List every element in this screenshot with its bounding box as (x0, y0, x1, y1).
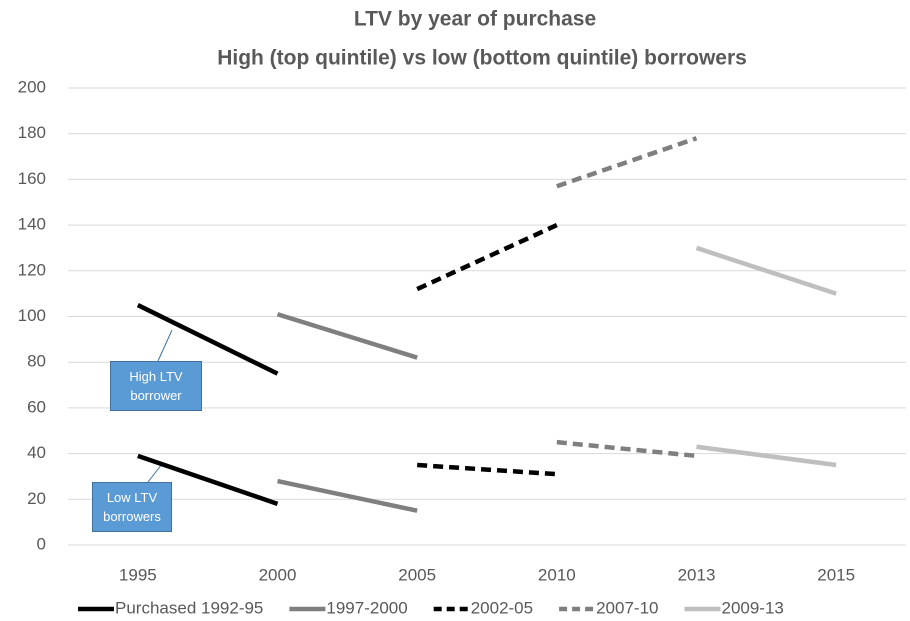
y-tick-label: 200 (18, 77, 46, 96)
line-series (696, 444, 837, 468)
x-tick-label: 2013 (678, 565, 716, 584)
x-tick-label: 2010 (538, 565, 576, 584)
y-tick-label: 140 (18, 215, 46, 234)
annotation: High LTV borrower (110, 361, 202, 411)
y-tick-label: 160 (18, 169, 46, 188)
legend-label: 2002-05 (471, 598, 533, 617)
chart-title: LTV by year of purchase (354, 8, 596, 31)
y-tick-label: 20 (27, 489, 46, 508)
x-tick-label: 2005 (398, 565, 436, 584)
y-tick-label: 80 (27, 352, 46, 371)
y-tick-label: 100 (18, 306, 46, 325)
y-tick-label: 60 (27, 397, 46, 416)
x-tick-label: 2015 (817, 565, 855, 584)
legend-label: 2009-13 (721, 598, 783, 617)
leader-line (147, 463, 163, 483)
leader-line (157, 329, 173, 362)
x-tick-label: 2000 (259, 565, 297, 584)
x-tick-label: 1995 (119, 565, 157, 584)
line-series (695, 245, 837, 296)
y-tick-label: 40 (27, 443, 46, 462)
line-series (136, 303, 279, 376)
legend-label: Purchased 1992-95 (115, 598, 263, 617)
line-series (417, 462, 557, 477)
chart-subtitle: High (top quintile) vs low (bottom quint… (217, 47, 747, 70)
y-tick-label: 0 (37, 534, 46, 553)
line-series (276, 312, 418, 360)
annotation: Low LTV borrowers (92, 482, 172, 532)
line-series (277, 478, 418, 513)
y-tick-label: 180 (18, 123, 46, 142)
legend-label: 2007-10 (596, 598, 658, 617)
y-tick-label: 120 (18, 260, 46, 279)
line-series (556, 439, 697, 459)
legend-label: 1997-2000 (326, 598, 407, 617)
line-series (416, 223, 558, 292)
line-series (137, 453, 279, 506)
line-series (556, 136, 698, 189)
